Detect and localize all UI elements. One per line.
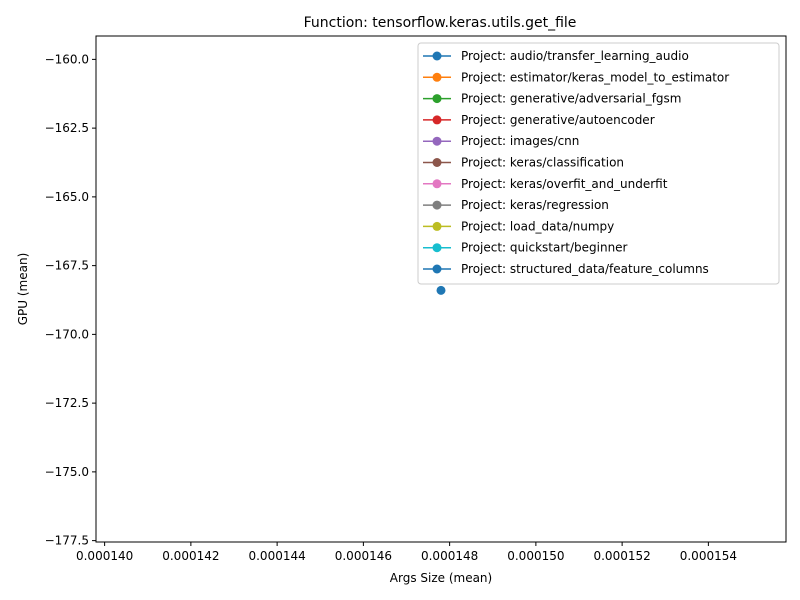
legend-swatch-marker — [432, 51, 442, 61]
legend-swatch-marker — [432, 221, 442, 231]
legend-swatch-marker — [432, 115, 442, 125]
legend-entry: Project: structured_data/feature_columns — [461, 262, 709, 276]
legend-swatch-marker — [432, 243, 442, 253]
x-axis: 0.000140 0.000142 0.000144 0.000146 0.000148… — [76, 542, 737, 563]
y-tick-label: −160.0 — [45, 52, 89, 66]
legend-swatch-marker — [432, 94, 442, 104]
legend-swatch-marker — [432, 72, 442, 82]
x-axis-label: Args Size (mean) — [390, 571, 492, 585]
x-tick-label: 0.000152 — [593, 549, 650, 563]
chart-title: Function: tensorflow.keras.utils.get_fil… — [304, 15, 577, 31]
legend-entry: Project: estimator/keras_model_to_estima… — [461, 70, 729, 84]
legend-entry: Project: load_data/numpy — [461, 219, 614, 233]
y-axis-label: GPU (mean) — [16, 253, 30, 326]
plot-area — [95, 35, 787, 543]
legend-swatch-marker — [432, 264, 442, 274]
y-tick-label: −177.5 — [45, 534, 89, 548]
y-tick-label: −175.0 — [45, 465, 89, 479]
x-tick-label: 0.000140 — [76, 549, 133, 563]
legend-entry: Project: generative/autoencoder — [461, 113, 655, 127]
legend-entry: Project: quickstart/beginner — [461, 241, 628, 255]
x-tick-label: 0.000146 — [335, 549, 392, 563]
x-tick-label: 0.000144 — [248, 549, 305, 563]
y-tick-label: −170.0 — [45, 327, 89, 341]
y-axis: −160.0 −162.5 −165.0 −167.5 −170.0 −172.5 −175… — [45, 52, 96, 548]
legend-box — [417, 42, 780, 285]
y-tick-label: −162.5 — [45, 121, 89, 135]
legend-swatch-marker — [432, 136, 442, 146]
x-tick-label: 0.000154 — [680, 549, 737, 563]
legend-entry: Project: keras/overfit_and_underfit — [461, 177, 668, 191]
legend-swatch-marker — [432, 200, 442, 210]
legend-swatch-marker — [432, 158, 442, 167]
legend-swatch-marker — [432, 179, 442, 189]
legend: Project: audio/transfer_learning_audio Pr… — [417, 42, 780, 285]
legend-entry: Project: keras/classification — [461, 156, 624, 170]
x-tick-label: 0.000142 — [162, 549, 219, 563]
data-point — [436, 285, 446, 295]
x-tick-label: 0.000148 — [421, 549, 478, 563]
legend-entry: Project: images/cnn — [461, 134, 579, 148]
legend-entry: Project: audio/transfer_learning_audio — [461, 49, 689, 63]
y-tick-label: −167.5 — [45, 259, 89, 273]
y-tick-label: −165.0 — [45, 190, 89, 204]
series-layer — [436, 285, 446, 295]
legend-entry: Project: keras/regression — [461, 198, 609, 212]
x-tick-label: 0.000150 — [507, 549, 564, 563]
legend-entry: Project: generative/adversarial_fgsm — [461, 92, 682, 106]
y-tick-label: −172.5 — [45, 396, 89, 410]
